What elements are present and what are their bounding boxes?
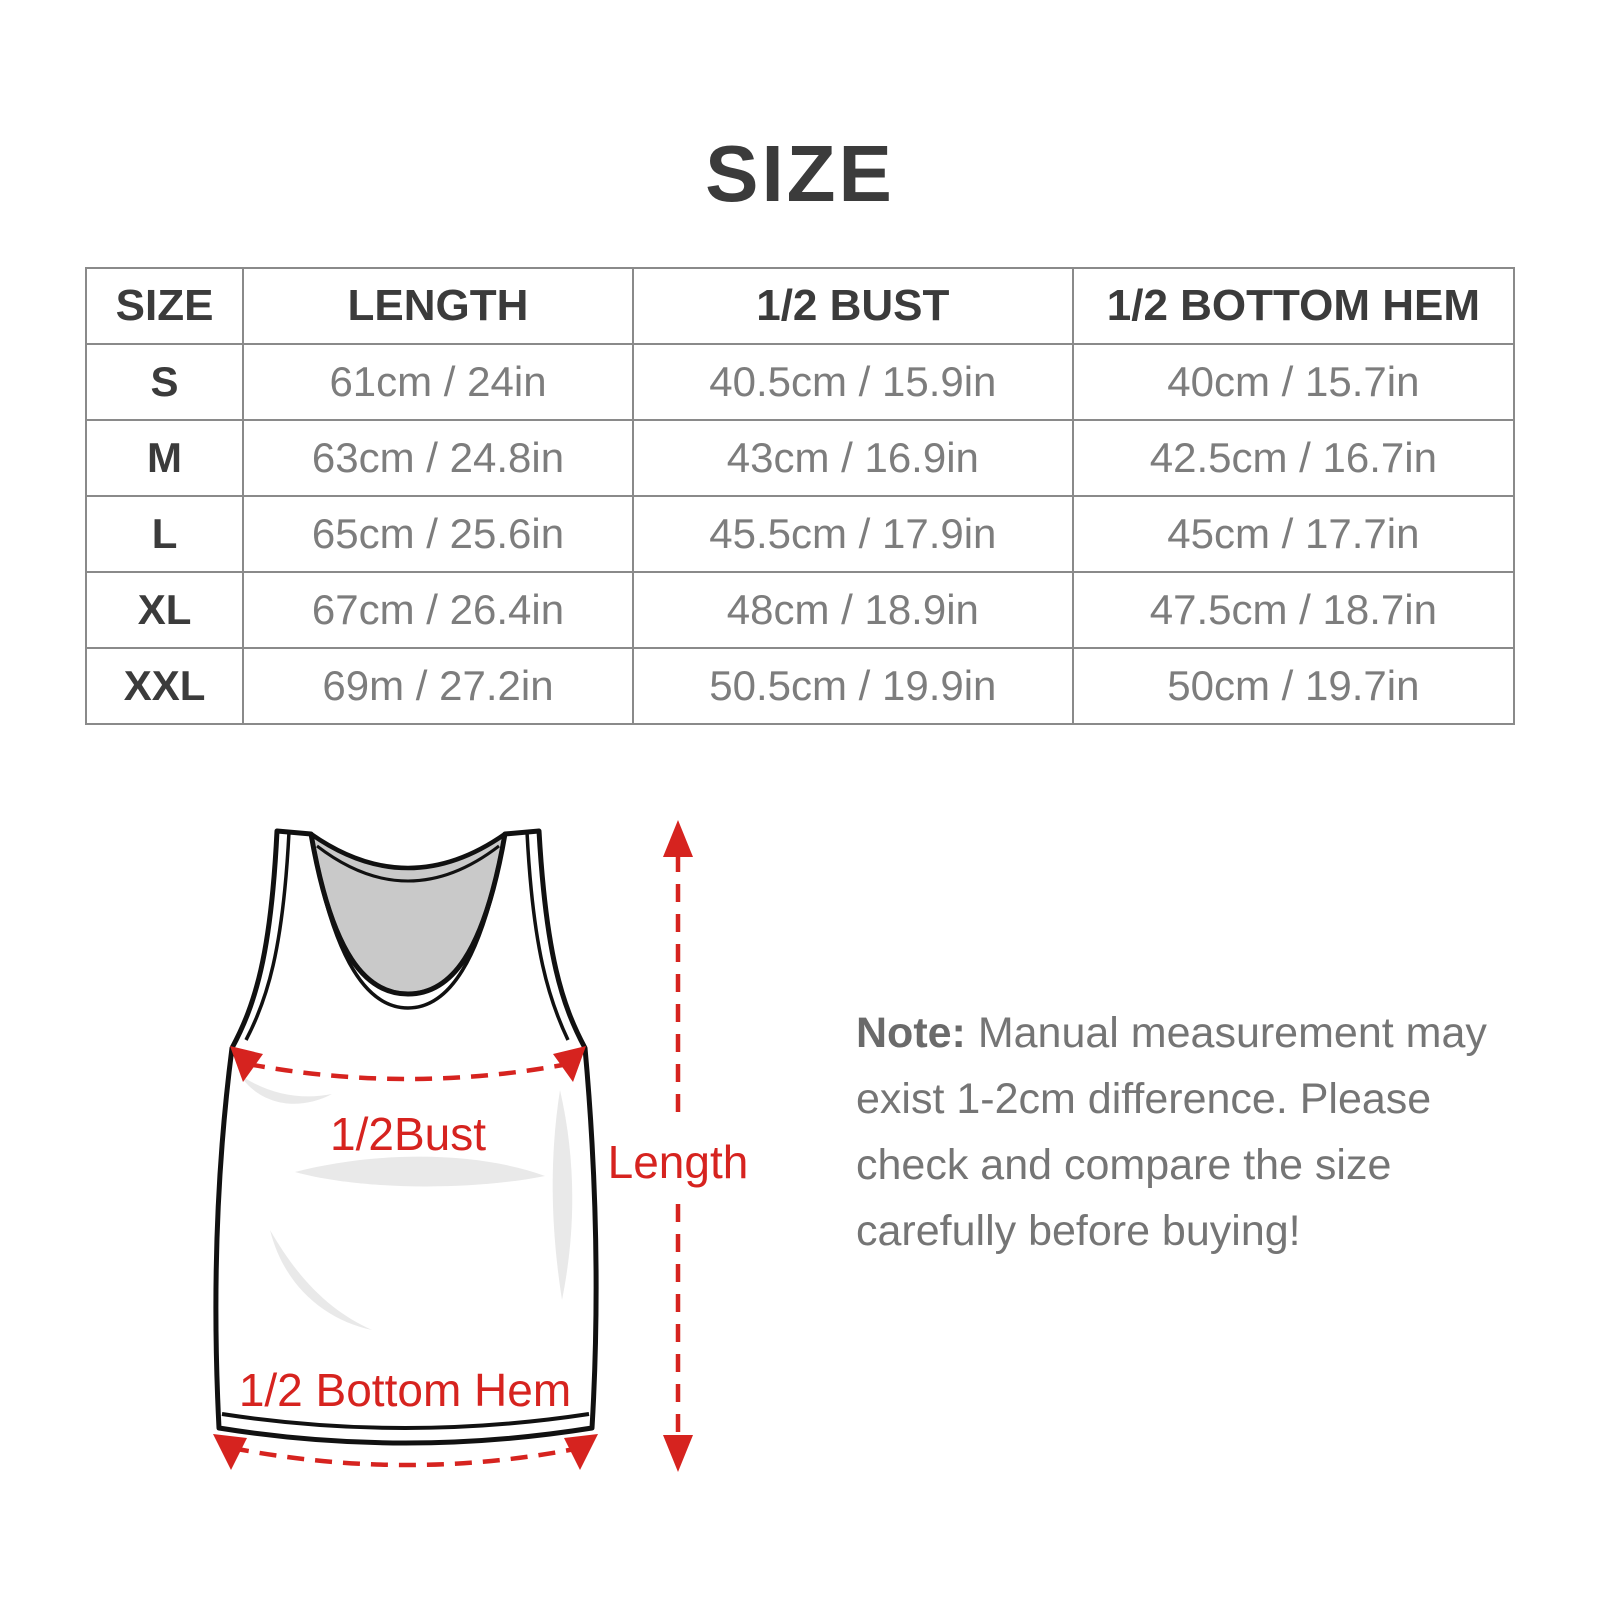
length-cell: 67cm / 26.4in <box>242 571 634 649</box>
bust-cell: 43cm / 16.9in <box>631 419 1074 497</box>
header-length: LENGTH <box>242 267 634 345</box>
size-cell: S <box>84 343 245 421</box>
hem-cell: 42.5cm / 16.7in <box>1071 419 1516 497</box>
header-bottom-hem: 1/2 BOTTOM HEM <box>1071 267 1516 345</box>
bust-measure-line <box>247 1061 569 1082</box>
bust-cell: 40.5cm / 15.9in <box>631 343 1074 421</box>
page-title: SIZE <box>705 129 895 218</box>
length-cell: 69m / 27.2in <box>242 647 634 725</box>
hem-measure-line <box>231 1445 581 1468</box>
note: Note: Manual measurement may exist 1-2cm… <box>856 1000 1496 1264</box>
bust-arrow-right <box>553 1046 586 1082</box>
right-armhole-binding-line <box>525 831 570 1041</box>
hem-cell: 45cm / 17.7in <box>1071 495 1516 573</box>
note-line: exist 1-2cm difference. Please <box>856 1075 1432 1123</box>
hem-cell: 50cm / 19.7in <box>1071 647 1516 725</box>
bottom-hem-label: 1/2 Bottom Hem <box>239 1364 571 1416</box>
tank-top-measurement-diagram: 1/2Bust 1/2 Bottom Hem Length <box>213 820 748 1472</box>
size-cell: M <box>84 419 245 497</box>
table-row: S 61cm / 24in 40.5cm / 15.9in 40cm / 15.… <box>84 343 1516 421</box>
size-cell: XL <box>84 571 245 649</box>
bust-cell: 45.5cm / 17.9in <box>631 495 1074 573</box>
length-cell: 65cm / 25.6in <box>242 495 634 573</box>
size-cell: L <box>84 495 245 573</box>
table-row: XXL 69m / 27.2in 50.5cm / 19.9in 50cm / … <box>84 647 1516 725</box>
back-collar-binding-line <box>316 844 500 883</box>
length-cell: 61cm / 24in <box>242 343 634 421</box>
length-label: Length <box>608 1136 749 1188</box>
size-cell: XXL <box>84 647 245 725</box>
table-row: L 65cm / 25.6in 45.5cm / 17.9in 45cm / 1… <box>84 495 1516 573</box>
header-bust: 1/2 BUST <box>631 267 1074 345</box>
note-line: Note: Manual measurement may <box>856 1000 1496 1066</box>
hem-arrow-left <box>213 1434 247 1470</box>
length-arrow-top <box>663 820 693 857</box>
size-table: SIZE LENGTH 1/2 BUST 1/2 BOTTOM HEM S 61… <box>84 267 1516 725</box>
length-arrow-bottom <box>663 1435 693 1472</box>
table-row: XL 67cm / 26.4in 48cm / 18.9in 47.5cm / … <box>84 571 1516 649</box>
hem-cell: 47.5cm / 18.7in <box>1071 571 1516 649</box>
bust-cell: 48cm / 18.9in <box>631 571 1074 649</box>
header-size: SIZE <box>84 267 245 345</box>
bust-label: 1/2Bust <box>330 1108 486 1160</box>
bust-cell: 50.5cm / 19.9in <box>631 647 1074 725</box>
note-label: Note: <box>856 1009 966 1057</box>
note-line: check and compare the size <box>856 1141 1392 1189</box>
hem-stitch-line <box>221 1412 590 1430</box>
note-line: carefully before buying! <box>856 1207 1301 1255</box>
bust-arrow-left <box>230 1046 263 1082</box>
hem-cell: 40cm / 15.7in <box>1071 343 1516 421</box>
left-armhole-binding-line <box>244 831 291 1041</box>
note-text: Manual measurement may <box>965 1009 1487 1057</box>
neckline-binding-line <box>309 833 507 1010</box>
fabric-wrinkles <box>240 1075 573 1330</box>
hem-arrow-right <box>564 1434 598 1470</box>
table-row: M 63cm / 24.8in 43cm / 16.9in 42.5cm / 1… <box>84 419 1516 497</box>
length-cell: 63cm / 24.8in <box>242 419 634 497</box>
size-table-header-row: SIZE LENGTH 1/2 BUST 1/2 BOTTOM HEM <box>84 267 1516 345</box>
measurement-annotations: 1/2Bust 1/2 Bottom Hem Length <box>213 820 748 1472</box>
